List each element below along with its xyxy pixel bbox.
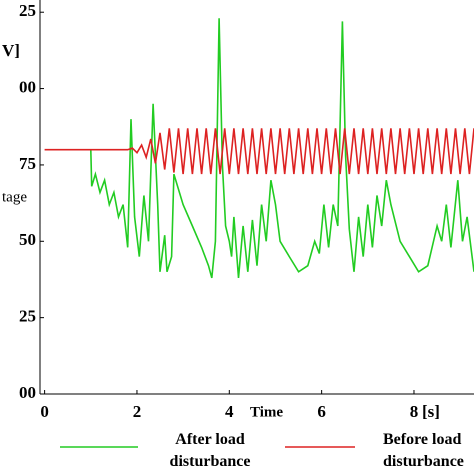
x-tick-label: 8 bbox=[410, 402, 419, 421]
data-line bbox=[90, 18, 474, 279]
legend-label: After load disturbance bbox=[169, 431, 251, 470]
x-axis-unit: [s] bbox=[422, 402, 440, 421]
legend-label: Before load disturbance bbox=[383, 431, 464, 470]
data-line bbox=[44, 128, 474, 175]
x-tick-label: 2 bbox=[133, 402, 142, 421]
y-tick-label: 25 bbox=[19, 1, 36, 20]
x-tick-label: 6 bbox=[317, 402, 326, 421]
y-axis-label: V] bbox=[2, 41, 20, 60]
x-axis-label: Time bbox=[250, 404, 283, 420]
y-tick-label: 75 bbox=[19, 154, 36, 173]
y-tick-label: 00 bbox=[19, 77, 36, 96]
y-axis-label: tage bbox=[2, 189, 27, 205]
x-tick-label: 0 bbox=[40, 402, 49, 421]
y-tick-label: 50 bbox=[19, 230, 36, 249]
x-tick-label: 4 bbox=[225, 402, 234, 421]
y-tick-label: 00 bbox=[19, 383, 36, 402]
y-tick-label: 25 bbox=[19, 307, 36, 326]
